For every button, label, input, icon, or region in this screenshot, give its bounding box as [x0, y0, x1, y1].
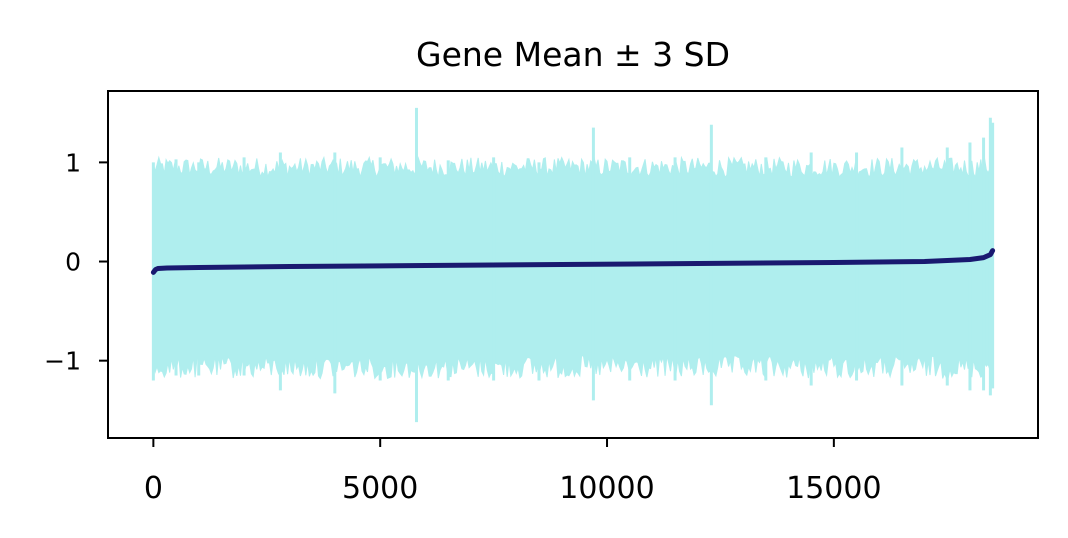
- y-tick-label: 1: [65, 148, 81, 177]
- y-tick-label: 0: [65, 248, 81, 277]
- chart-title: Gene Mean ± 3 SD: [416, 35, 730, 74]
- axes-frame: [107, 90, 1039, 439]
- x-tick-label: 10000: [559, 471, 654, 506]
- x-tick-label: 5000: [342, 471, 418, 506]
- plot-area: [150, 107, 996, 423]
- x-tick-label: 0: [144, 471, 163, 506]
- y-tick-label: −1: [44, 347, 81, 376]
- axes: 0 5000 10000 15000 1 0 −1: [44, 90, 1039, 506]
- mean-line: [150, 248, 996, 275]
- x-tick-label: 15000: [786, 471, 881, 506]
